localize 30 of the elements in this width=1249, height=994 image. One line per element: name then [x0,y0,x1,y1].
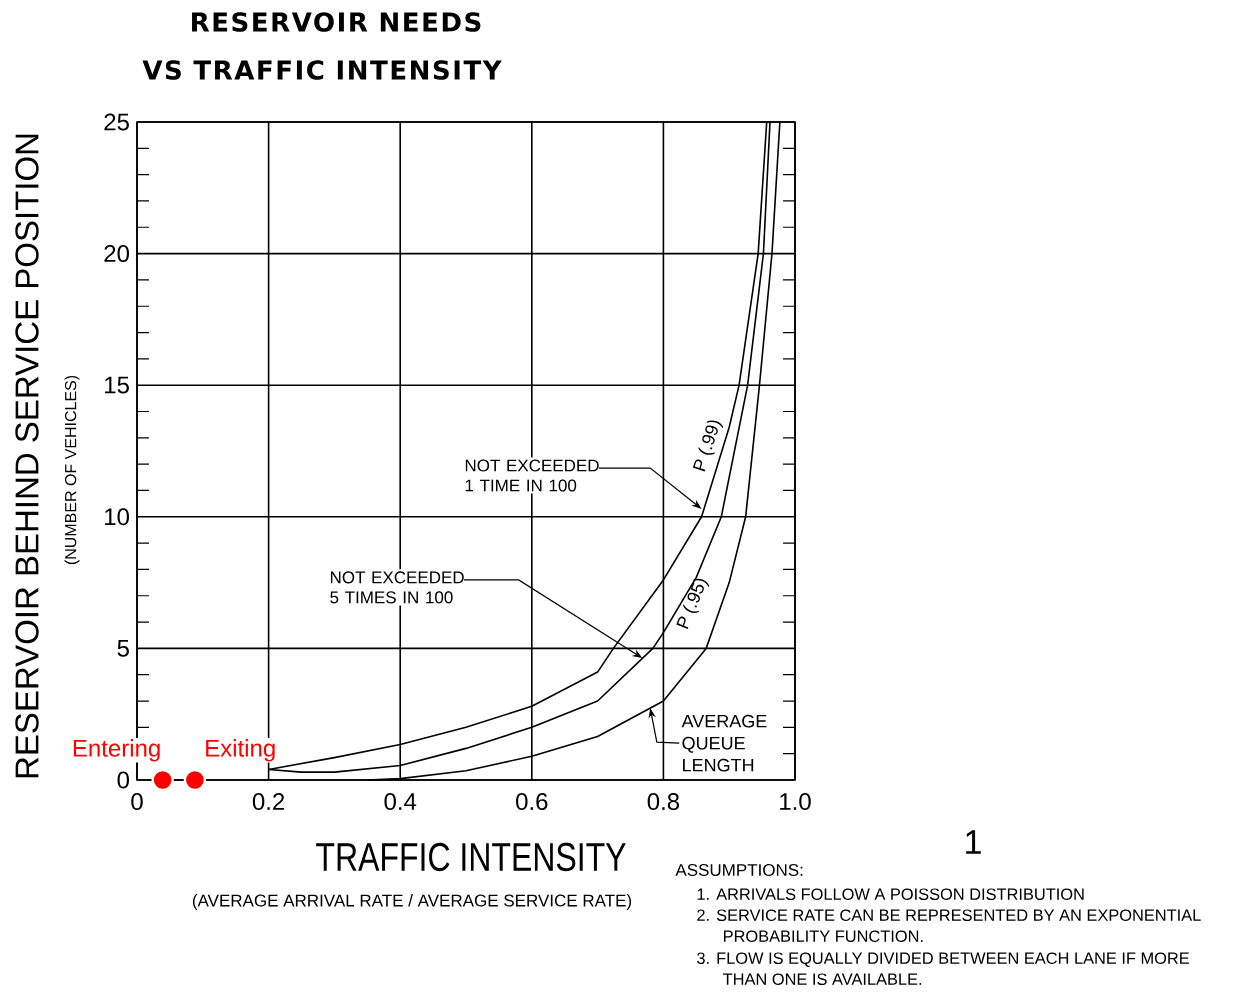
text: 1 [966,830,981,854]
x-tick-label: 0.8 [647,793,680,811]
y-tick-label: 20 [104,245,130,263]
y-tick-label: 0 [117,771,130,789]
text: (AVERAGE ARRIVAL RATE / AVERAGE SERVICE RATE) [192,894,632,910]
x-tick-label: 0.6 [516,793,548,811]
annotation: Entering [73,739,160,762]
text: (NUMBER OF VEHICLES) [64,375,80,565]
y-axis-title: RESERVOIR BEHIND SERVICE POSITION [15,134,39,778]
y-tick-label: 15 [105,376,129,394]
annotation: NOT EXCEEDED 1 TIME IN 100 [465,459,599,492]
chart-subtitle: VS TRAFFIC INTENSITY [142,60,502,80]
x-tick-label: 0.2 [252,793,285,811]
text: 2. SERVICE RATE CAN BE REPRESENTED BY AN EXPONENTIAL PROBABILITY FUNCTION. [697,909,1201,942]
text: P (.99) [692,420,724,472]
annotation: NOT EXCEEDED 5 TIMES IN 100 [330,571,464,604]
text: P (.95) [676,578,710,630]
x-tick-label: 1.0 [780,793,811,811]
text: ASSUMPTIONS: [675,863,803,876]
x-tick-label: 0.4 [384,793,417,811]
x-axis-title: TRAFFIC INTENSITY [316,842,626,872]
chart-title: RESERVOIR NEEDS [192,12,481,32]
y-tick-label: 5 [117,640,129,657]
text: 3. FLOW IS EQUALLY DIVIDED BETWEEN EACH LANE IF MORE THAN ONE IS AVAILABLE. [697,952,1189,985]
y-tick-label: 25 [104,113,129,131]
annotation: Exiting [206,739,275,762]
x-tick-label: 0 [131,793,143,811]
text: 1. ARRIVALS FOLLOW A POISSON DISTRIBUTION [697,888,1084,900]
annotation: AVERAGE QUEUE LENGTH [681,714,767,772]
y-tick-label: 10 [105,508,130,526]
